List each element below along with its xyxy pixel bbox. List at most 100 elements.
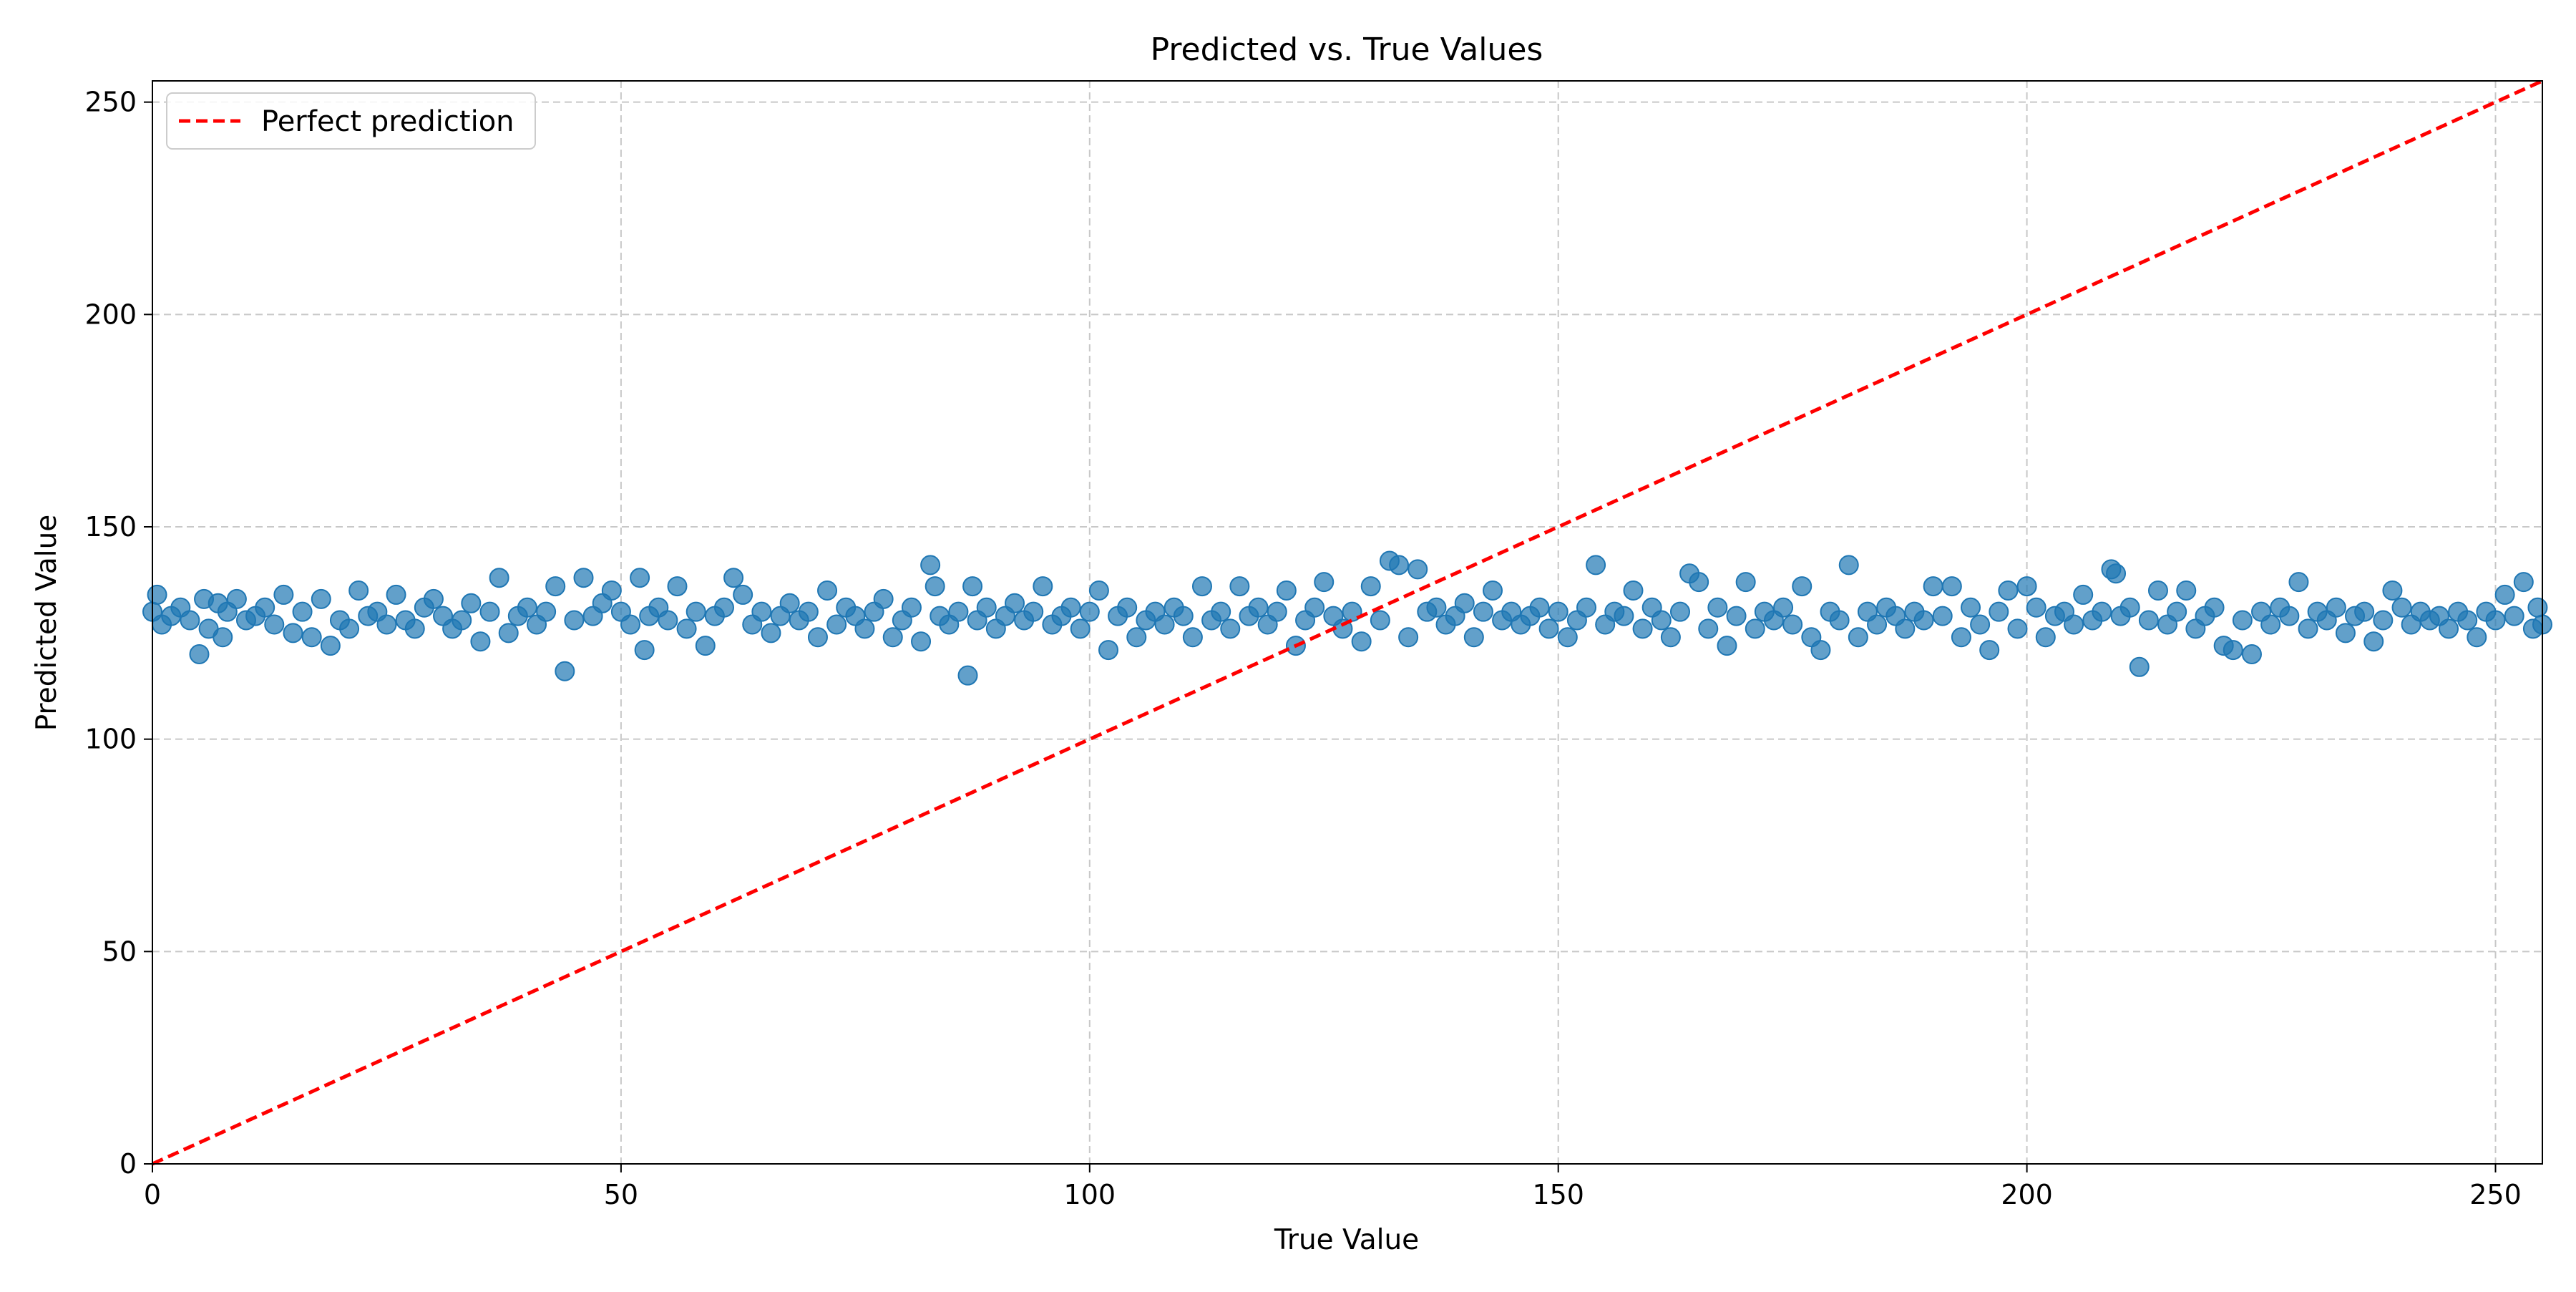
scatter-point	[2391, 597, 2412, 618]
scatter-point	[2035, 627, 2056, 648]
scatter-point	[2382, 581, 2403, 601]
scatter-point	[2457, 610, 2478, 631]
y-tick-label: 250	[84, 87, 137, 118]
scatter-point	[2439, 618, 2459, 639]
plot-frame	[152, 80, 2543, 1165]
scatter-point	[1548, 601, 1568, 622]
scatter-point	[1398, 627, 1419, 648]
scatter-point	[2129, 656, 2150, 677]
scatter-point	[2298, 618, 2318, 639]
scatter-point	[1867, 614, 1888, 635]
scatter-point	[658, 610, 678, 631]
scatter-point	[1154, 614, 1175, 635]
scatter-point	[189, 644, 210, 664]
scatter-point	[1220, 618, 1241, 639]
scatter-point	[573, 568, 594, 588]
scatter-point	[817, 581, 838, 601]
scatter-point	[1098, 640, 1118, 661]
scatter-point	[2073, 584, 2094, 605]
scatter-point	[1426, 597, 1447, 618]
scatter-point	[2176, 581, 2197, 601]
scatter-point	[1651, 610, 1672, 631]
scatter-point	[1182, 627, 1203, 648]
scatter-point	[1895, 618, 1916, 639]
scatter-point	[1483, 581, 1503, 601]
scatter-point	[630, 568, 650, 588]
scatter-point	[1576, 597, 1596, 618]
scatter-point	[1314, 572, 1335, 593]
scatter-point	[1463, 627, 1484, 648]
scatter-point	[676, 618, 697, 639]
scatter-point	[807, 627, 828, 648]
scatter-point	[1951, 627, 1971, 648]
scatter-point	[461, 593, 482, 613]
scatter-point	[854, 618, 875, 639]
scatter-point	[962, 576, 983, 597]
scatter-point	[292, 601, 313, 622]
x-tick-label: 50	[604, 1179, 638, 1210]
scatter-point	[1538, 618, 1559, 639]
scatter-point	[2513, 572, 2534, 593]
x-axis-label: True Value	[1274, 1224, 1419, 1256]
scatter-point	[1614, 606, 1634, 626]
scatter-point	[1267, 601, 1287, 622]
y-tick-label: 200	[84, 298, 137, 330]
scatter-point	[320, 636, 341, 656]
scatter-point	[498, 623, 519, 643]
scatter-point	[1923, 576, 1943, 597]
scatter-point	[479, 601, 500, 622]
x-tick-label: 100	[1064, 1179, 1116, 1210]
scatter-point	[620, 614, 640, 635]
scatter-point	[2241, 644, 2262, 664]
scatter-point	[1191, 576, 1212, 597]
scatter-point	[1848, 627, 1868, 648]
scatter-point	[1304, 597, 1325, 618]
scatter-point	[713, 597, 734, 618]
scatter-point	[2288, 572, 2309, 593]
scatter-point	[779, 593, 800, 613]
scatter-point	[1707, 597, 1728, 618]
x-tick-label: 150	[1532, 1179, 1584, 1210]
scatter-point	[545, 576, 566, 597]
scatter-point	[376, 614, 397, 635]
scatter-point	[404, 618, 425, 639]
scatter-point	[1473, 601, 1493, 622]
scatter-point	[2223, 640, 2243, 661]
scatter-point	[1211, 601, 1231, 622]
scatter-point	[2354, 601, 2375, 622]
scatter-point	[1586, 555, 1606, 575]
scatter-point	[423, 588, 444, 609]
scatter-point	[1970, 614, 1991, 635]
scatter-point	[1829, 610, 1850, 631]
scatter-point	[1557, 627, 1578, 648]
scatter-point	[1117, 597, 1138, 618]
scatter-point	[2138, 610, 2159, 631]
scatter-point	[924, 576, 945, 597]
scatter-point	[1726, 606, 1747, 626]
scatter-point	[882, 627, 903, 648]
scatter-point	[911, 631, 932, 652]
scatter-point	[1941, 576, 1962, 597]
scatter-point	[2335, 623, 2356, 643]
reference-line-layer	[151, 79, 2544, 1166]
scatter-point	[1023, 601, 1044, 622]
scatter-point	[695, 636, 716, 656]
scatter-point	[536, 601, 557, 622]
scatter-point	[667, 576, 688, 597]
scatter-point	[2504, 606, 2524, 626]
scatter-point	[1745, 618, 1765, 639]
scatter-point	[1623, 581, 1644, 601]
scatter-point	[1370, 610, 1390, 631]
scatter-point	[1838, 555, 1859, 575]
scatter-point	[339, 618, 360, 639]
scatter-point	[976, 597, 997, 618]
scatter-point	[1060, 597, 1081, 618]
scatter-point	[2373, 610, 2394, 631]
x-tick-label: 250	[2469, 1179, 2522, 1210]
scatter-point	[2232, 610, 2253, 631]
scatter-point	[1979, 640, 2000, 661]
scatter-point	[723, 568, 744, 588]
scatter-point	[634, 640, 655, 661]
scatter-point	[1033, 576, 1053, 597]
